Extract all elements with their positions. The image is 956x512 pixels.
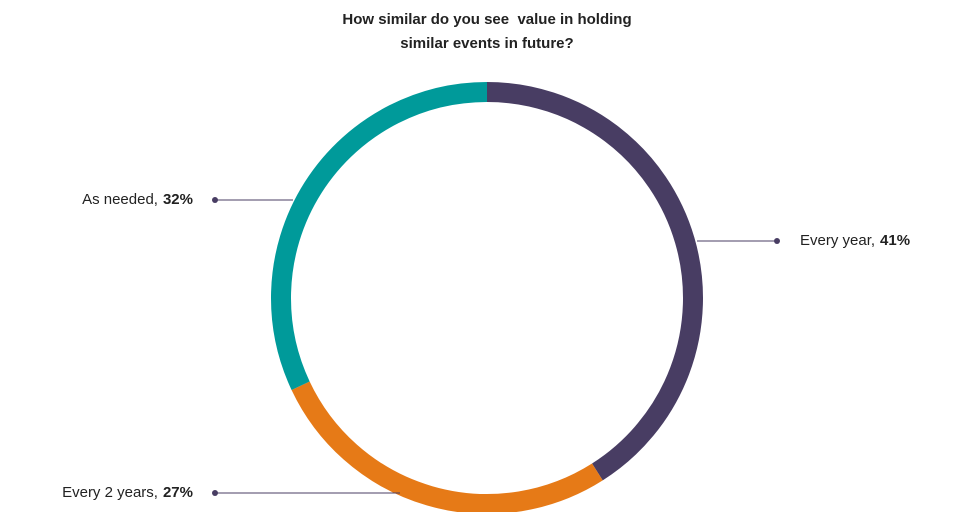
data-label: Every 2 years, 27%	[62, 484, 193, 501]
value-label: 41%	[880, 232, 910, 249]
chart-title-line: similar events in future?	[400, 35, 573, 52]
category-label: As needed,	[82, 191, 158, 208]
leader-dot	[212, 197, 218, 203]
value-label: 27%	[163, 484, 193, 501]
data-label: Every year, 41%	[800, 232, 910, 249]
category-label: Every 2 years,	[62, 484, 158, 501]
donut-segment	[291, 381, 603, 512]
donut-segment	[271, 82, 488, 390]
leader-dot	[774, 238, 780, 244]
leader-dot	[212, 490, 218, 496]
chart-title-line: How similar do you see value in holding	[342, 11, 631, 28]
data-label: As needed, 32%	[82, 191, 193, 208]
value-label: 32%	[163, 191, 193, 208]
category-label: Every year,	[800, 232, 875, 249]
donut-segment	[486, 82, 703, 481]
